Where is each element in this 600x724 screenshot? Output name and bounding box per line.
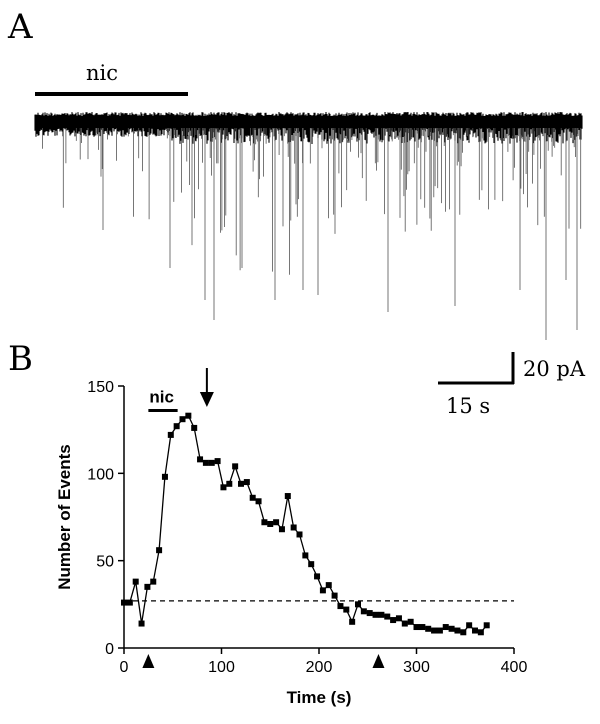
data-point: [454, 627, 461, 634]
data-point: [355, 601, 361, 608]
x-tick-label: 400: [501, 659, 528, 676]
data-point: [401, 620, 408, 627]
data-point: [395, 615, 402, 622]
data-point: [273, 519, 280, 526]
series-line: [124, 414, 488, 634]
x-tick-label: 100: [208, 659, 235, 676]
data-point: [202, 459, 209, 466]
peak-arrow-head: [199, 392, 214, 407]
data-point: [360, 608, 367, 615]
y-tick-label: 0: [105, 641, 114, 658]
data-point: [384, 613, 391, 620]
current-trace: [34, 112, 583, 340]
arrowhead-marker: [142, 654, 155, 668]
data-point: [173, 423, 180, 430]
data-point: [349, 618, 356, 625]
scale-bar: 20 pA 15 s: [438, 352, 586, 418]
data-point: [191, 424, 198, 431]
trace-noise-band: [34, 112, 583, 144]
data-point: [255, 498, 262, 505]
data-point: [121, 599, 127, 606]
data-point: [331, 592, 338, 599]
data-point: [243, 479, 250, 486]
data-point: [366, 610, 373, 617]
data-point: [325, 582, 332, 589]
data-point: [138, 620, 145, 627]
data-point: [161, 473, 168, 480]
nic-label-b: nic: [149, 387, 174, 406]
data-point: [319, 587, 326, 594]
data-point: [249, 494, 256, 501]
trace-large-events: [102, 128, 578, 340]
data-point: [144, 583, 151, 590]
data-point: [413, 624, 420, 631]
data-point: [466, 622, 473, 629]
y-axis-title: Number of Events: [55, 444, 74, 589]
trace-events: [42, 128, 582, 275]
scale-bar-vertical-label: 20 pA: [523, 357, 586, 381]
y-tick-label: 100: [87, 466, 114, 483]
data-point: [343, 606, 350, 613]
data-point: [226, 480, 233, 487]
arrowhead-marker: [372, 654, 385, 668]
data-point: [419, 624, 426, 631]
data-point: [261, 519, 268, 526]
data-point: [267, 520, 274, 527]
data-point: [214, 458, 221, 465]
peak-arrow: [199, 368, 214, 407]
data-point: [126, 599, 133, 606]
data-point: [302, 552, 309, 559]
data-point: [278, 526, 285, 533]
data-point: [284, 493, 291, 500]
data-point: [431, 627, 438, 634]
data-point: [390, 617, 397, 624]
data-point: [314, 573, 321, 580]
data-point: [483, 622, 490, 629]
data-point: [448, 625, 455, 632]
data-point: [179, 416, 186, 423]
nic-label-a: nic: [86, 61, 118, 85]
scale-bar-horizontal-label: 15 s: [446, 394, 490, 418]
data-point: [238, 480, 244, 487]
data-point: [407, 618, 414, 625]
data-point: [290, 524, 297, 531]
data-point: [232, 463, 239, 470]
panel-a-label: A: [7, 7, 33, 47]
data-point: [185, 412, 192, 419]
data-point: [472, 627, 478, 634]
data-point: [197, 456, 204, 463]
events-chart: 0 50 100 150 0 100 200 300 400 nic Time (s) Num…: [55, 368, 527, 707]
x-tick-label: 200: [306, 659, 333, 676]
data-point: [167, 431, 174, 438]
x-tick-label: 300: [403, 659, 430, 676]
x-axis-title: Time (s): [287, 688, 352, 707]
data-point: [442, 624, 449, 631]
data-point: [477, 629, 484, 636]
y-tick-label: 50: [96, 554, 114, 571]
data-point: [337, 603, 344, 610]
data-point: [132, 578, 139, 585]
data-point: [296, 531, 303, 538]
data-point: [150, 578, 157, 585]
data-point: [220, 484, 227, 491]
data-point: [436, 627, 443, 634]
data-point: [425, 625, 432, 632]
y-tick-label: 150: [87, 379, 114, 396]
data-point: [378, 611, 385, 618]
x-tick-label: 0: [120, 659, 129, 676]
data-point: [208, 459, 215, 466]
data-point: [372, 611, 379, 618]
data-point: [460, 629, 467, 636]
data-point: [156, 547, 163, 554]
panel-b-label: B: [8, 339, 33, 379]
data-point: [308, 561, 315, 568]
